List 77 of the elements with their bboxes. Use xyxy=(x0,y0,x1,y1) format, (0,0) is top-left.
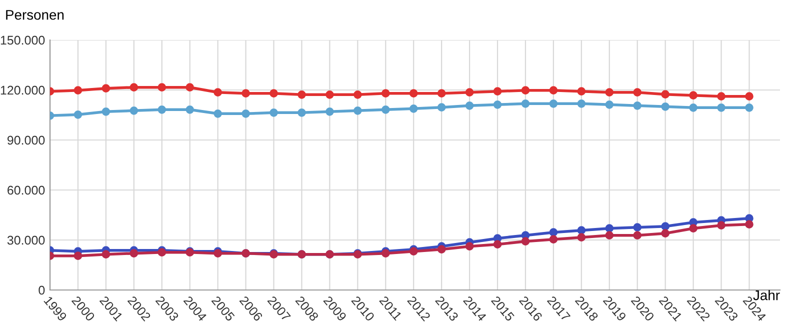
point xyxy=(689,91,698,100)
point xyxy=(493,240,502,248)
point xyxy=(437,89,446,98)
point xyxy=(102,108,110,116)
point xyxy=(717,221,726,230)
point xyxy=(74,110,82,119)
point xyxy=(689,224,698,232)
point xyxy=(717,92,726,100)
point xyxy=(381,89,390,98)
point xyxy=(605,231,614,240)
point xyxy=(549,228,558,236)
point xyxy=(633,102,642,110)
point xyxy=(661,102,670,111)
y-tick-label: 90.000 xyxy=(7,136,45,145)
point xyxy=(577,100,586,108)
point xyxy=(521,237,530,246)
point xyxy=(409,104,418,113)
point xyxy=(521,100,530,108)
point xyxy=(521,86,530,94)
point xyxy=(661,90,670,98)
point xyxy=(353,90,362,99)
point xyxy=(661,229,670,238)
point xyxy=(633,88,642,96)
point xyxy=(186,106,194,114)
point xyxy=(326,90,334,99)
point xyxy=(633,223,642,232)
point xyxy=(214,110,222,118)
point xyxy=(661,222,670,230)
point xyxy=(745,104,754,112)
point xyxy=(74,86,82,94)
point xyxy=(549,100,558,108)
point xyxy=(326,108,334,116)
point xyxy=(214,88,222,96)
point xyxy=(437,245,446,254)
point xyxy=(577,87,586,96)
point xyxy=(158,83,166,92)
point xyxy=(298,90,306,99)
point xyxy=(745,92,754,100)
point xyxy=(158,106,166,114)
point xyxy=(409,89,418,98)
point xyxy=(493,100,502,109)
point xyxy=(270,89,278,98)
y-tick-label: 30.000 xyxy=(7,236,45,245)
point xyxy=(717,104,726,112)
point xyxy=(102,84,110,92)
point xyxy=(493,87,502,96)
y-tick-label: 0 xyxy=(38,286,45,295)
point xyxy=(298,108,306,117)
point xyxy=(74,252,82,260)
point xyxy=(577,233,586,242)
point xyxy=(549,86,558,94)
y-tick-label: 150.000 xyxy=(0,36,45,45)
point xyxy=(577,226,586,234)
point xyxy=(242,89,250,98)
point xyxy=(633,231,642,240)
point xyxy=(605,224,614,232)
point xyxy=(130,106,138,115)
y-axis-title: Personen xyxy=(6,10,64,20)
point xyxy=(605,88,614,96)
point xyxy=(549,235,558,244)
point xyxy=(130,249,138,258)
point xyxy=(102,250,110,258)
point xyxy=(242,110,250,118)
point xyxy=(465,88,474,96)
point xyxy=(437,103,446,112)
point xyxy=(689,104,698,112)
point xyxy=(605,100,614,109)
point xyxy=(270,108,278,117)
y-tick-label: 60.000 xyxy=(8,186,45,195)
point xyxy=(745,220,754,228)
point xyxy=(465,242,474,250)
point xyxy=(381,106,390,114)
point xyxy=(130,83,138,92)
point xyxy=(353,106,362,115)
point xyxy=(186,83,194,92)
y-tick-label: 120.000 xyxy=(0,86,45,95)
point xyxy=(465,102,474,110)
